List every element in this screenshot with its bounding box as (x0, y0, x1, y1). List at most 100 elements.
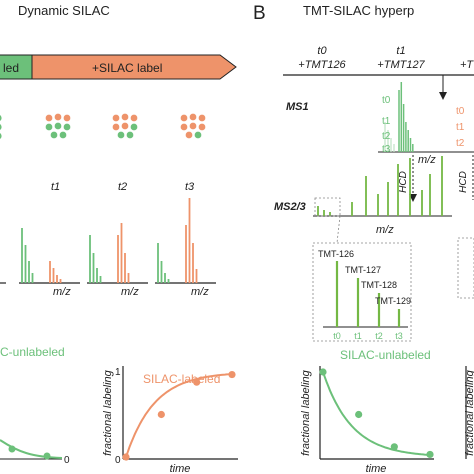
b-t1-label: t1 (396, 45, 405, 57)
unlabeled-plot-title: C-unlabeled (0, 345, 65, 359)
cell-dot (194, 131, 202, 139)
data-point (193, 378, 201, 386)
cell-dot (50, 131, 58, 139)
reporter-axis-label: t0 (333, 331, 341, 341)
right-plot-cropped: fractional labeling (464, 366, 474, 459)
reporter-label: TMT-126 (318, 249, 354, 259)
cell-dot (0, 124, 2, 130)
data-point (319, 368, 327, 376)
y-axis-label: fractional labeling (464, 369, 474, 455)
ms1-tlabel-green: t2 (382, 131, 391, 142)
cell-dot (54, 113, 62, 121)
cell-dot (59, 131, 67, 139)
cell-dot (130, 114, 138, 122)
ms-spectra (0, 198, 216, 284)
time-label-t3: t3 (185, 181, 195, 193)
cell-dot (54, 122, 62, 130)
data-point (390, 443, 398, 451)
cell-dot (126, 131, 134, 139)
y-tick-0: 0 (64, 455, 70, 466)
silac-label-segment (31, 54, 237, 80)
x-axis-label: time (170, 463, 191, 474)
labeled-plot-title: SILAC-labeled (143, 372, 220, 386)
y-tick-1: 1 (115, 367, 121, 378)
cell-dot (185, 131, 193, 139)
ms1-tlabel-orange: t1 (456, 122, 465, 133)
reporter-ion-spectrum (323, 261, 408, 328)
reporter-axis-label: t2 (375, 331, 383, 341)
ms1-tlabel-green: t1 (382, 116, 391, 127)
cell-dot (180, 123, 188, 131)
unlabeled-plot-a: 0 (0, 439, 70, 466)
ms1-spectrum (378, 82, 474, 153)
reporter-label: TMT-128 (361, 280, 397, 290)
reporter-label: TMT-129 (375, 296, 411, 306)
b-unlabeled-plot-title: SILAC-unlabeled (340, 348, 431, 362)
b-t1-tag: +TMT127 (377, 59, 425, 71)
ms1-tlabel-green: t3 (382, 144, 391, 155)
b-t0-tag: +TMT126 (298, 59, 346, 71)
reporter-zoom-box (312, 242, 412, 342)
cell-dot (180, 114, 188, 122)
ms23-label: MS2/3 (274, 201, 306, 213)
cell-dot (63, 114, 71, 122)
cell-dot (112, 123, 120, 131)
data-point (8, 445, 16, 453)
cell-dot (45, 123, 53, 131)
cell-dot (198, 123, 206, 131)
kinetic-curve (125, 373, 233, 458)
data-point (43, 452, 51, 460)
data-point (355, 410, 363, 419)
y-tick-0: 0 (115, 455, 121, 466)
reporter-axis-label: t3 (395, 331, 403, 341)
silac-labeled-plot: 1 0 fractional labeling time (102, 366, 238, 474)
ms1-tlabel-orange: t0 (456, 106, 465, 117)
arrow-right-label: +SILAC label (92, 61, 162, 75)
ms1-tlabel-orange: t2 (456, 138, 465, 149)
time-label-t1: t1 (51, 181, 60, 193)
ms23-mz-label: m/z (376, 224, 394, 236)
reporter-region-box (314, 197, 341, 217)
reporter-zoom-box-right (457, 237, 474, 299)
reporter-axis-label: t1 (354, 331, 362, 341)
time-label-t2: t2 (118, 181, 127, 193)
cell-dot (198, 114, 206, 122)
hcd-label: HCD (398, 171, 409, 193)
cell-dot (121, 113, 129, 121)
hcd-label-right: HCD (458, 171, 469, 193)
mz-label-1: m/z (53, 286, 71, 298)
cell-dot (0, 115, 2, 121)
cell-dot (189, 122, 197, 130)
ms1-label: MS1 (286, 101, 309, 113)
cell-dot (130, 123, 138, 131)
cell-clusters (0, 113, 206, 139)
cell-dot (189, 113, 197, 121)
silac-unlabeled-plot: fractional labeling time (300, 366, 434, 474)
y-axis-label: fractional labeling (102, 369, 114, 455)
ms23-spectrum (313, 156, 452, 217)
panel-b-title: TMT-SILAC hyperp (303, 3, 414, 18)
y-axis-label: fractional labeling (300, 369, 312, 455)
reporter-label: TMT-127 (345, 265, 381, 275)
arrow-left-label: led (3, 61, 19, 75)
mz-label-3: m/z (191, 286, 209, 298)
cell-dot (63, 123, 71, 131)
data-point (228, 370, 236, 379)
ms1-mz-label: m/z (418, 154, 436, 166)
ms1-tlabel-green: t0 (382, 95, 391, 106)
data-point (122, 453, 130, 461)
cell-dot (45, 114, 53, 122)
data-point (157, 410, 165, 419)
cell-dot (0, 133, 2, 139)
panel-a-title: Dynamic SILAC (18, 3, 110, 18)
cell-dot (121, 122, 129, 130)
cell-dot (112, 114, 120, 122)
data-point (426, 450, 434, 459)
cell-dot (117, 131, 125, 139)
unlabeled-segment (0, 55, 32, 79)
kinetic-curve (322, 371, 431, 456)
mz-label-2: m/z (121, 286, 139, 298)
b-right-tag: +T (460, 59, 474, 71)
x-axis-label: time (366, 463, 387, 474)
